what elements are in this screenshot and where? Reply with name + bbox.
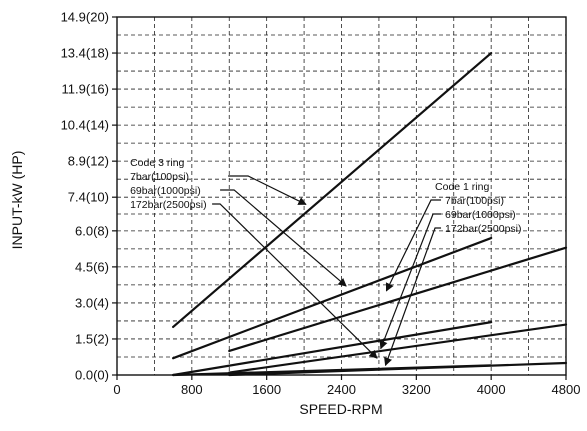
x-tick-label: 4800 (552, 382, 581, 397)
axes (112, 16, 567, 380)
y-tick-label: 6.0(8) (75, 223, 109, 238)
series-line (172, 51, 493, 329)
annotation-title: Code 3 ring (130, 157, 184, 169)
y-tick-label: 14.9(20) (61, 10, 109, 25)
y-tick-label: 7.4(10) (68, 190, 109, 205)
x-tick-label: 0 (113, 382, 120, 397)
x-tick-label: 1600 (252, 382, 281, 397)
x-tick-label: 2400 (327, 382, 356, 397)
y-tick-label: 1.5(2) (75, 331, 109, 346)
y-tick-label: 0.0(0) (75, 368, 109, 383)
x-tick-label: 3200 (402, 382, 431, 397)
y-tick-label: 11.9(16) (62, 82, 109, 97)
y-axis-title: INPUT-kW (HP) (9, 151, 25, 250)
y-tick-label: 4.5(6) (75, 259, 109, 274)
annotation-arrow (379, 213, 442, 350)
annotation-item: 172bar(2500psi) (445, 223, 521, 235)
annotation-arrow (385, 199, 442, 292)
annotation-arrow (220, 189, 347, 287)
tick-labels: 0.0(0) 1.5(2) 3.0(4) 4.5(6) 6.0(8) 7.4(10) 8.9… (61, 10, 581, 398)
y-tick-label: 8.9(12) (68, 154, 109, 169)
series-line (172, 321, 493, 377)
series-line (172, 236, 493, 360)
y-tick-label: 3.0(4) (75, 295, 109, 310)
annotation-item: 69bar(1000psi) (130, 185, 201, 197)
series-line (228, 361, 568, 377)
x-tick-label: 800 (181, 382, 203, 397)
annotations: Code 3 ring 7bar(100psi) 69bar(1000psi) 172… (130, 157, 522, 367)
x-axis-title: SPEED-RPM (299, 401, 382, 417)
annotation-item: 7bar(100psi) (130, 171, 189, 183)
annotation-item: 172bar(2500psi) (130, 199, 206, 211)
annotation-arrow (384, 227, 442, 367)
series-group (172, 51, 568, 377)
annotation-arrow (228, 175, 307, 205)
annotation-item: 69bar(1000psi) (445, 209, 516, 221)
y-tick-label: 10.4(14) (61, 118, 109, 133)
annotation-item: 7bar(100psi) (445, 195, 504, 207)
annotation-arrow (212, 203, 378, 359)
x-tick-label: 4000 (477, 382, 506, 397)
annotation-title: Code 1 ring (435, 181, 489, 193)
series-line (228, 323, 568, 374)
series-line (228, 246, 568, 353)
y-tick-label: 13.4(18) (61, 46, 109, 61)
